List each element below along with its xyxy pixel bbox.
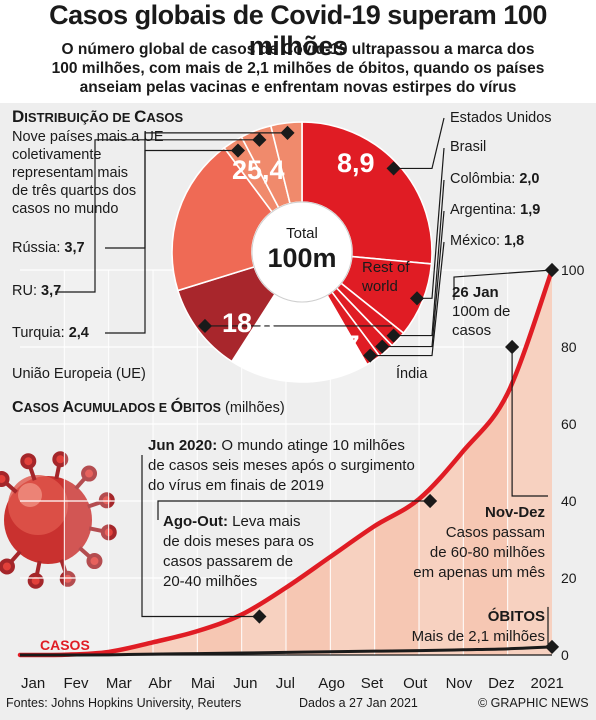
x-tick-label: Jul xyxy=(276,675,295,692)
virus-spike-tip xyxy=(20,453,37,470)
y-tick-label: 100 xyxy=(561,262,585,278)
annotation-nov-dez: Nov-Dez Casos passam de 60-80 milhões em… xyxy=(413,504,545,581)
virus-spike-tip xyxy=(52,451,69,468)
leader-line xyxy=(393,117,445,170)
x-tick-label: Jun xyxy=(233,675,257,692)
x-tick-label: Fev xyxy=(63,675,89,692)
slice-value-india: 10,7 xyxy=(307,330,360,360)
slice-value-brazil: 8,9 xyxy=(337,148,375,178)
y-tick-label: 40 xyxy=(561,493,577,509)
cases-line xyxy=(17,267,555,658)
x-tick-label: Dez xyxy=(488,675,515,692)
annotation-ago: Ago-Out: Leva mais de dois meses para os… xyxy=(163,513,314,590)
y-tick-label: 20 xyxy=(561,570,577,586)
distribution-heading: DISTRIBUIÇÃO DE CASOS xyxy=(12,107,184,126)
subtitle-line: anseiam pelas vacinas e enfrentam novas … xyxy=(79,79,517,96)
total-value: 100m xyxy=(267,243,337,273)
annotation-jun: Jun 2020: O mundo atinge 10 milhões de c… xyxy=(148,437,415,494)
label-argentina: Argentina: 1,9 xyxy=(450,202,541,218)
leader-line xyxy=(417,147,445,299)
cumulative-heading: CASOS ACUMULADOS E ÓBITOS (milhões) xyxy=(12,399,285,416)
leader-26jan xyxy=(453,269,553,300)
series-label-casos: CASOS xyxy=(40,637,90,653)
note-line: representam mais xyxy=(12,165,129,181)
month-band xyxy=(64,270,109,655)
subtitle-line: 100 milhões, com mais de 2,1 milhões de … xyxy=(51,60,545,77)
label-brazil: Brasil xyxy=(450,139,487,155)
label-russia: Rússia: 3,7 xyxy=(12,240,85,256)
virus-spike-tip xyxy=(27,572,44,589)
leader-line xyxy=(393,179,445,337)
rest-line: world xyxy=(362,278,398,295)
x-tick-label: Nov xyxy=(446,675,473,692)
label-colombia: Colômbia: 2,0 xyxy=(450,171,540,187)
note-line: casos no mundo xyxy=(12,201,119,217)
pie-center xyxy=(251,201,353,303)
virus-spike-tip xyxy=(0,558,15,575)
rest-line: Rest of xyxy=(362,259,410,276)
note-line: de três quartos dos xyxy=(12,183,137,199)
pie-chart xyxy=(171,121,433,383)
x-tick-label: Ago xyxy=(318,675,345,692)
x-tick-label: Set xyxy=(361,675,384,692)
area-chart: 0 20 40 60 80 100 Jan Fev Mar Abr Mai Jun Jul Ago Set O… xyxy=(17,262,585,692)
distribution-note: Nove países mais a UE coletivamente repr… xyxy=(12,128,164,218)
note-line: coletivamente xyxy=(12,147,102,163)
y-tick-label: 60 xyxy=(561,416,577,432)
label-mexico: México: 1,8 xyxy=(450,233,525,249)
leader-lines xyxy=(55,117,445,363)
x-tick-label: Mai xyxy=(191,675,215,692)
leader-line xyxy=(370,241,445,357)
x-tick-label: Out xyxy=(403,675,428,692)
leader-line xyxy=(382,210,445,348)
y-tick-label: 80 xyxy=(561,339,577,355)
subtitle: O número global de casos de Covid-19 ult… xyxy=(20,40,576,97)
marker-diamond xyxy=(252,609,267,624)
label-turkey: Turquia: 2,4 xyxy=(12,325,89,341)
label-india: Índia xyxy=(396,366,428,382)
leader-nov xyxy=(511,347,548,497)
virus-spike-tip xyxy=(81,465,98,482)
x-tick-label: Jan xyxy=(21,675,45,692)
annotation-26jan: 26 Jan 100m de casos xyxy=(452,284,511,339)
marker-diamond xyxy=(544,639,560,654)
marker-diamond xyxy=(423,493,438,509)
footer-credit: © GRAPHIC NEWS xyxy=(478,696,589,710)
slice-value-us: 25,4 xyxy=(232,155,285,185)
marker-diamond xyxy=(544,262,560,278)
page-title: Casos globais de Covid-19 superam 100 mi… xyxy=(49,0,547,61)
annotation-obitos: ÓBITOS Mais de 2,1 milhões xyxy=(411,608,545,645)
label-us: Estados Unidos xyxy=(450,110,552,126)
footer-date: Dados a 27 Jan 2021 xyxy=(299,696,418,710)
x-tick-label: Mar xyxy=(106,675,132,692)
slice-value-eu: 18,8 xyxy=(222,308,275,338)
month-band xyxy=(507,270,552,655)
x-tick-label: Abr xyxy=(148,675,171,692)
leader-line xyxy=(105,149,238,334)
note-line: Nove países mais a UE xyxy=(12,129,164,145)
virus-spike-tip xyxy=(98,492,115,509)
total-label: Total xyxy=(286,225,318,242)
label-uk: RU: 3,7 xyxy=(12,283,62,299)
month-band xyxy=(153,270,198,655)
label-eu: União Europeia (UE) xyxy=(12,366,146,382)
footer-sources: Fontes: Johns Hopkins University, Reuter… xyxy=(6,696,242,710)
subtitle-line: O número global de casos de Covid-19 ult… xyxy=(61,41,535,58)
virus-spike-tip xyxy=(0,470,10,487)
x-tick-label: 2021 xyxy=(531,675,564,692)
leader-jun xyxy=(141,455,260,618)
leader-line xyxy=(55,139,260,293)
leader-ago xyxy=(157,500,431,520)
rest-of-world-label: Rest of world xyxy=(362,258,410,296)
y-tick-label: 0 xyxy=(561,647,569,663)
virus-spike-tip xyxy=(86,553,103,570)
